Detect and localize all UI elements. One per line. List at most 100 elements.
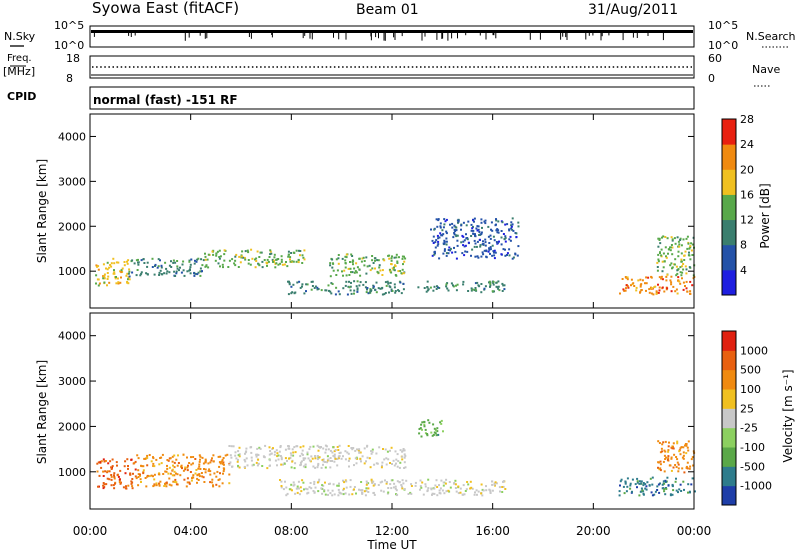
velocity-echo-cell-4 bbox=[423, 423, 426, 426]
velocity-echo-cell-3 bbox=[324, 481, 326, 484]
velocity-echo-cell-5 bbox=[641, 489, 644, 492]
power-echo-cell-2 bbox=[286, 265, 289, 268]
power-echo-cell-8 bbox=[676, 236, 679, 239]
power-echo-cell-5 bbox=[417, 286, 420, 289]
power-echo-cell-6 bbox=[482, 253, 485, 256]
power-echo-cell-8 bbox=[664, 246, 667, 249]
velocity-echo-cell-1 bbox=[204, 471, 207, 474]
velocity-echo-cell-2 bbox=[304, 463, 307, 466]
power-echo-cell-6 bbox=[462, 244, 465, 247]
power-echo-cell-4 bbox=[365, 272, 368, 275]
velocity-echo-cell-4 bbox=[436, 427, 439, 430]
station-title: Syowa East (fitACF) bbox=[92, 0, 239, 17]
velocity-echo-cell-3 bbox=[431, 492, 434, 495]
power-echo-cell-5 bbox=[501, 282, 504, 285]
power-echo-cell-7 bbox=[681, 277, 683, 280]
power-echo-cell-3 bbox=[356, 290, 359, 293]
velocity-echo-cell-2 bbox=[401, 450, 404, 453]
velocity-echo-cell-2 bbox=[284, 448, 287, 451]
time-axis-tick-label: 00:00 bbox=[677, 524, 712, 538]
velocity-echo-cell-6 bbox=[666, 458, 669, 461]
power-echo-cell-0 bbox=[103, 275, 106, 278]
power-echo-cell-7 bbox=[639, 285, 642, 288]
velocity-echo-cell-3 bbox=[471, 487, 474, 490]
velocity-echo-cell-3 bbox=[481, 494, 484, 497]
power-ytick-label: 1000 bbox=[58, 265, 86, 278]
velocity-echo-cell-0 bbox=[103, 460, 106, 463]
velocity-echo-cell-4 bbox=[434, 429, 437, 432]
power-echo-cell-2 bbox=[250, 248, 253, 251]
velocity-echo-cell-0 bbox=[115, 461, 118, 464]
power-echo-cell-5 bbox=[427, 288, 430, 291]
velocity-echo-cell-1 bbox=[175, 481, 178, 484]
power-echo-cell-6 bbox=[489, 248, 492, 251]
power-echo-cell-8 bbox=[671, 267, 673, 270]
power-echo-cell-6 bbox=[485, 256, 488, 259]
power-echo-cell-5 bbox=[445, 285, 448, 288]
power-echo-cell-8 bbox=[689, 258, 692, 261]
power-echo-cell-4 bbox=[395, 253, 398, 256]
power-echo-cell-0 bbox=[115, 276, 117, 278]
power-echo-cell-8 bbox=[657, 253, 660, 256]
power-echo-cell-6 bbox=[439, 222, 442, 225]
power-echo-cell-6 bbox=[449, 223, 451, 226]
velocity-echo-cell-3 bbox=[395, 493, 397, 496]
power-echo-cell-5 bbox=[447, 289, 450, 292]
power-echo-cell-6 bbox=[510, 227, 513, 230]
power-echo-cell-1 bbox=[159, 259, 161, 262]
velocity-echo-cell-0 bbox=[97, 461, 100, 464]
velocity-echo-cell-2 bbox=[332, 446, 335, 449]
power-echo-cell-1 bbox=[194, 272, 197, 275]
velocity-echo-cell-3 bbox=[495, 482, 498, 485]
power-echo-cell-7 bbox=[621, 278, 624, 280]
velocity-echo-cell-3 bbox=[313, 483, 316, 486]
velocity-echo-cell-1 bbox=[182, 453, 185, 456]
power-echo-cell-2 bbox=[280, 260, 283, 263]
velocity-echo-cell-3 bbox=[338, 482, 340, 485]
velocity-echo-cell-2 bbox=[246, 464, 249, 467]
velocity-echo-cell-3 bbox=[444, 482, 447, 485]
velocity-echo-cell-3 bbox=[332, 483, 335, 486]
velocity-echo-cell-3 bbox=[499, 490, 501, 493]
velocity-echo-cell-4 bbox=[424, 432, 427, 435]
velocity-echo-cell-2 bbox=[404, 466, 407, 469]
power-echo-cell-3 bbox=[349, 289, 352, 292]
velocity-echo-cell-2 bbox=[309, 445, 312, 448]
power-echo-cell-6 bbox=[506, 252, 509, 255]
power-echo-cell-1 bbox=[165, 267, 168, 270]
power-echo-cell-4 bbox=[351, 255, 354, 257]
power-echo-cell-4 bbox=[376, 259, 379, 262]
power-echo-cell-0 bbox=[128, 270, 131, 273]
power-echo-cell-0 bbox=[106, 284, 108, 287]
velocity-colorbar-tick: -500 bbox=[740, 460, 765, 473]
power-echo-cell-1 bbox=[193, 262, 196, 265]
velocity-echo-cell-1 bbox=[162, 473, 165, 475]
nsearch-label: N.Search bbox=[746, 30, 796, 43]
velocity-echo-cell-3 bbox=[318, 478, 321, 481]
velocity-echo-cell-1 bbox=[190, 456, 192, 459]
power-echo-cell-2 bbox=[231, 258, 234, 261]
power-colorbar-block bbox=[722, 269, 736, 296]
power-echo-cell-1 bbox=[178, 269, 180, 272]
velocity-echo-cell-1 bbox=[175, 458, 178, 461]
power-echo-cell-4 bbox=[401, 268, 404, 271]
velocity-echo-cell-0 bbox=[127, 465, 129, 467]
velocity-echo-cell-3 bbox=[297, 480, 300, 483]
velocity-echo-cell-6 bbox=[659, 460, 662, 463]
power-echo-cell-3 bbox=[402, 288, 405, 291]
power-echo-cell-1 bbox=[197, 271, 200, 274]
power-echo-cell-7 bbox=[672, 285, 675, 288]
power-echo-cell-8 bbox=[657, 258, 660, 261]
power-echo-cell-2 bbox=[269, 250, 272, 253]
velocity-echo-cell-0 bbox=[134, 460, 137, 463]
power-echo-cell-3 bbox=[393, 286, 396, 289]
power-echo-cell-1 bbox=[199, 267, 202, 270]
velocity-echo-cell-0 bbox=[127, 484, 130, 487]
velocity-echo-cell-3 bbox=[370, 478, 373, 481]
velocity-echo-cell-4 bbox=[432, 433, 435, 436]
power-echo-cell-0 bbox=[114, 277, 117, 280]
velocity-echo-cell-2 bbox=[270, 452, 273, 455]
power-echo-cell-5 bbox=[484, 285, 487, 288]
power-echo-cell-8 bbox=[683, 254, 686, 257]
